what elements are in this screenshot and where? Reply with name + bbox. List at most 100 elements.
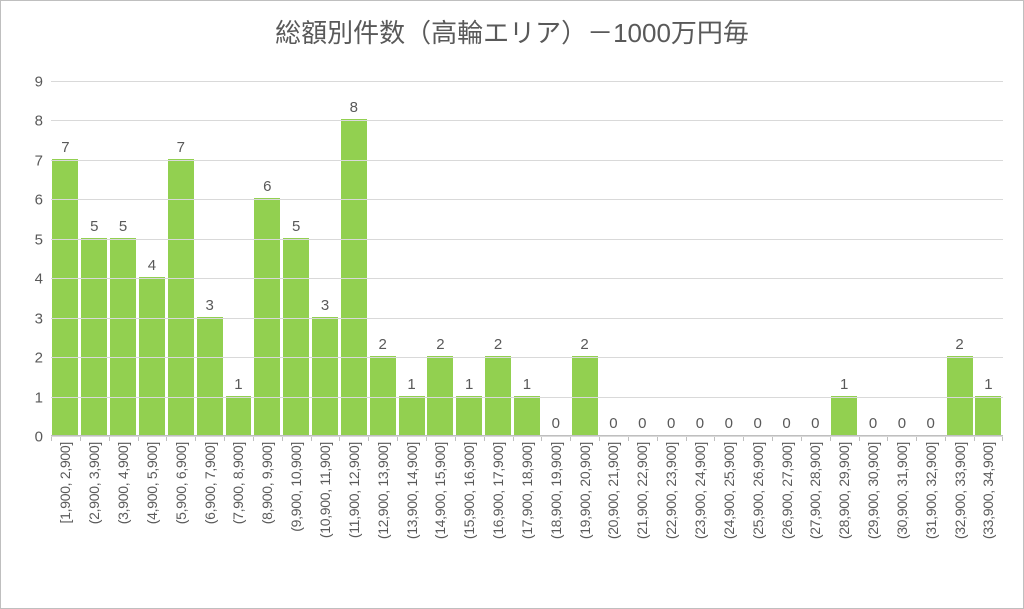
bar-slot: 0 (859, 81, 888, 435)
bar-value-label: 0 (927, 415, 935, 435)
grid-line: 1 (51, 397, 1003, 398)
bar-slot: 0 (772, 81, 801, 435)
bar-slot: 8 (339, 81, 368, 435)
y-tick-label: 5 (35, 231, 51, 248)
bar-value-label: 1 (840, 376, 848, 396)
x-tick-label: (17,900, 18,900] (519, 442, 535, 539)
x-tick-label: (14,900, 15,900] (432, 442, 448, 539)
x-label-slot: (12,900, 13,900] (368, 436, 397, 596)
grid-line: 5 (51, 239, 1003, 240)
x-label-slot: (21,900, 22,900] (628, 436, 657, 596)
grid-line: 6 (51, 199, 1003, 200)
bar-value-label: 1 (407, 376, 415, 396)
x-tick-label: (10,900, 11,900] (317, 442, 333, 538)
bar-value-label: 1 (234, 376, 242, 396)
grid-line: 8 (51, 120, 1003, 121)
y-tick-label: 7 (35, 152, 51, 169)
bar-slot: 2 (570, 81, 599, 435)
bar: 1 (226, 396, 252, 435)
bar-value-label: 0 (696, 415, 704, 435)
bar-slot: 1 (224, 81, 253, 435)
x-label-slot: (29,900, 30,900] (859, 436, 888, 596)
bar-value-label: 2 (494, 336, 502, 356)
y-tick-label: 8 (35, 113, 51, 130)
grid-line: 2 (51, 357, 1003, 358)
x-tick-label: (4,900, 5,900] (144, 442, 160, 524)
x-label-slot: (6,900, 7,900] (195, 436, 224, 596)
bar: 3 (312, 317, 338, 435)
bar-slot: 5 (282, 81, 311, 435)
bar-slot: 2 (368, 81, 397, 435)
x-label-slot: (23,900, 24,900] (686, 436, 715, 596)
bar: 1 (456, 396, 482, 435)
bar-value-label: 4 (148, 257, 156, 277)
bar-value-label: 8 (350, 99, 358, 119)
x-tick-label: (12,900, 13,900] (375, 442, 391, 539)
x-label-slot: (32,900, 33,900] (945, 436, 974, 596)
x-tick-label: (16,900, 17,900] (490, 442, 506, 539)
grid-line: 3 (51, 318, 1003, 319)
x-label-slot: (16,900, 17,900] (484, 436, 513, 596)
bar-value-label: 0 (782, 415, 790, 435)
x-label-slot: (26,900, 27,900] (772, 436, 801, 596)
x-tick-label: (24,900, 25,900] (721, 442, 737, 539)
grid-line: 9 (51, 81, 1003, 82)
bar: 1 (399, 396, 425, 435)
x-tick-label: (30,900, 31,900] (894, 442, 910, 539)
x-tick-label: (28,900, 29,900] (836, 442, 852, 539)
bar-value-label: 2 (436, 336, 444, 356)
bar-value-label: 2 (955, 336, 963, 356)
bar-slot: 5 (109, 81, 138, 435)
bar-slot: 0 (714, 81, 743, 435)
y-tick-label: 9 (35, 74, 51, 91)
bar-slot: 2 (426, 81, 455, 435)
x-tick-label: (5,900, 6,900] (173, 442, 189, 524)
x-label-slot: (2,900, 3,900] (80, 436, 109, 596)
x-label-slot: (14,900, 15,900] (426, 436, 455, 596)
bar-value-label: 0 (638, 415, 646, 435)
x-tick-label: (27,900, 28,900] (807, 442, 823, 539)
bar-slot: 0 (801, 81, 830, 435)
bar: 5 (283, 238, 309, 435)
bar-slot: 1 (397, 81, 426, 435)
bar: 8 (341, 119, 367, 435)
x-tick-label: (11,900, 12,900] (346, 442, 362, 538)
bar-slot: 0 (599, 81, 628, 435)
x-label-slot: (17,900, 18,900] (513, 436, 542, 596)
bar-value-label: 2 (379, 336, 387, 356)
x-label-slot: (33,900, 34,900] (974, 436, 1003, 596)
y-tick-label: 2 (35, 350, 51, 367)
x-tick-label: (23,900, 24,900] (692, 442, 708, 539)
x-tick-label: (21,900, 22,900] (634, 442, 650, 539)
x-tick-label: (25,900, 26,900] (750, 442, 766, 539)
x-label-slot: (7,900, 8,900] (224, 436, 253, 596)
x-tick-label: (6,900, 7,900] (202, 442, 218, 524)
y-tick-label: 6 (35, 192, 51, 209)
x-label-slot: (8,900, 9,900] (253, 436, 282, 596)
x-tick-label: (29,900, 30,900] (865, 442, 881, 539)
x-label-slot: (30,900, 31,900] (887, 436, 916, 596)
x-label-slot: (25,900, 26,900] (743, 436, 772, 596)
histogram-chart: 総額別件数（高輪エリア）－1000万円毎 7554731653821212102… (0, 0, 1024, 609)
x-axis-labels: [1,900, 2,900](2,900, 3,900](3,900, 4,90… (51, 436, 1003, 596)
bar-value-label: 0 (811, 415, 819, 435)
x-tick-label: [1,900, 2,900] (57, 442, 73, 523)
bar-slot: 3 (195, 81, 224, 435)
x-label-slot: (27,900, 28,900] (801, 436, 830, 596)
x-label-slot: (31,900, 32,900] (916, 436, 945, 596)
bar: 1 (975, 396, 1001, 435)
x-label-slot: (10,900, 11,900] (311, 436, 340, 596)
bar: 1 (514, 396, 540, 435)
bar: 5 (81, 238, 107, 435)
bar-value-label: 7 (177, 139, 185, 159)
bar-value-label: 0 (725, 415, 733, 435)
x-tick-label: (18,900, 19,900] (548, 442, 564, 539)
grid-line: 7 (51, 160, 1003, 161)
x-tick-label: (2,900, 3,900] (86, 442, 102, 524)
x-label-slot: (11,900, 12,900] (339, 436, 368, 596)
bar-slot: 7 (166, 81, 195, 435)
bar-value-label: 0 (753, 415, 761, 435)
bar-slot: 3 (311, 81, 340, 435)
x-tick-label: (9,900, 10,900] (288, 442, 304, 532)
plot-area: 755473165382121210200000000100021 012345… (51, 81, 1003, 436)
